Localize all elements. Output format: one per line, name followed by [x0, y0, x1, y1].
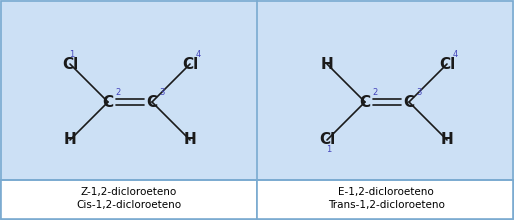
Text: 1: 1	[69, 50, 75, 59]
Text: 1: 1	[326, 145, 332, 154]
Text: C: C	[146, 95, 158, 110]
Text: H: H	[183, 132, 196, 147]
Text: 4: 4	[452, 50, 457, 59]
Text: 2: 2	[372, 88, 378, 97]
Text: 2: 2	[115, 88, 121, 97]
Text: H: H	[440, 132, 453, 147]
Text: Trans-1,2-dicloroeteno: Trans-1,2-dicloroeteno	[327, 200, 445, 210]
Text: 3: 3	[159, 88, 164, 97]
Text: Cis-1,2-dicloroeteno: Cis-1,2-dicloroeteno	[77, 200, 181, 210]
Text: 3: 3	[416, 88, 421, 97]
Text: Cl: Cl	[182, 57, 198, 72]
Text: 4: 4	[195, 50, 200, 59]
Text: Cl: Cl	[439, 57, 455, 72]
Text: C: C	[403, 95, 415, 110]
Text: H: H	[321, 57, 334, 72]
Text: Cl: Cl	[62, 57, 78, 72]
Text: C: C	[359, 95, 371, 110]
Text: H: H	[64, 132, 77, 147]
Text: Z-1,2-dicloroeteno: Z-1,2-dicloroeteno	[81, 187, 177, 197]
Text: E-1,2-dicloroeteno: E-1,2-dicloroeteno	[338, 187, 434, 197]
Text: C: C	[102, 95, 114, 110]
Bar	[1, 180, 257, 219]
Text: Cl: Cl	[319, 132, 335, 147]
Bar	[257, 180, 513, 219]
